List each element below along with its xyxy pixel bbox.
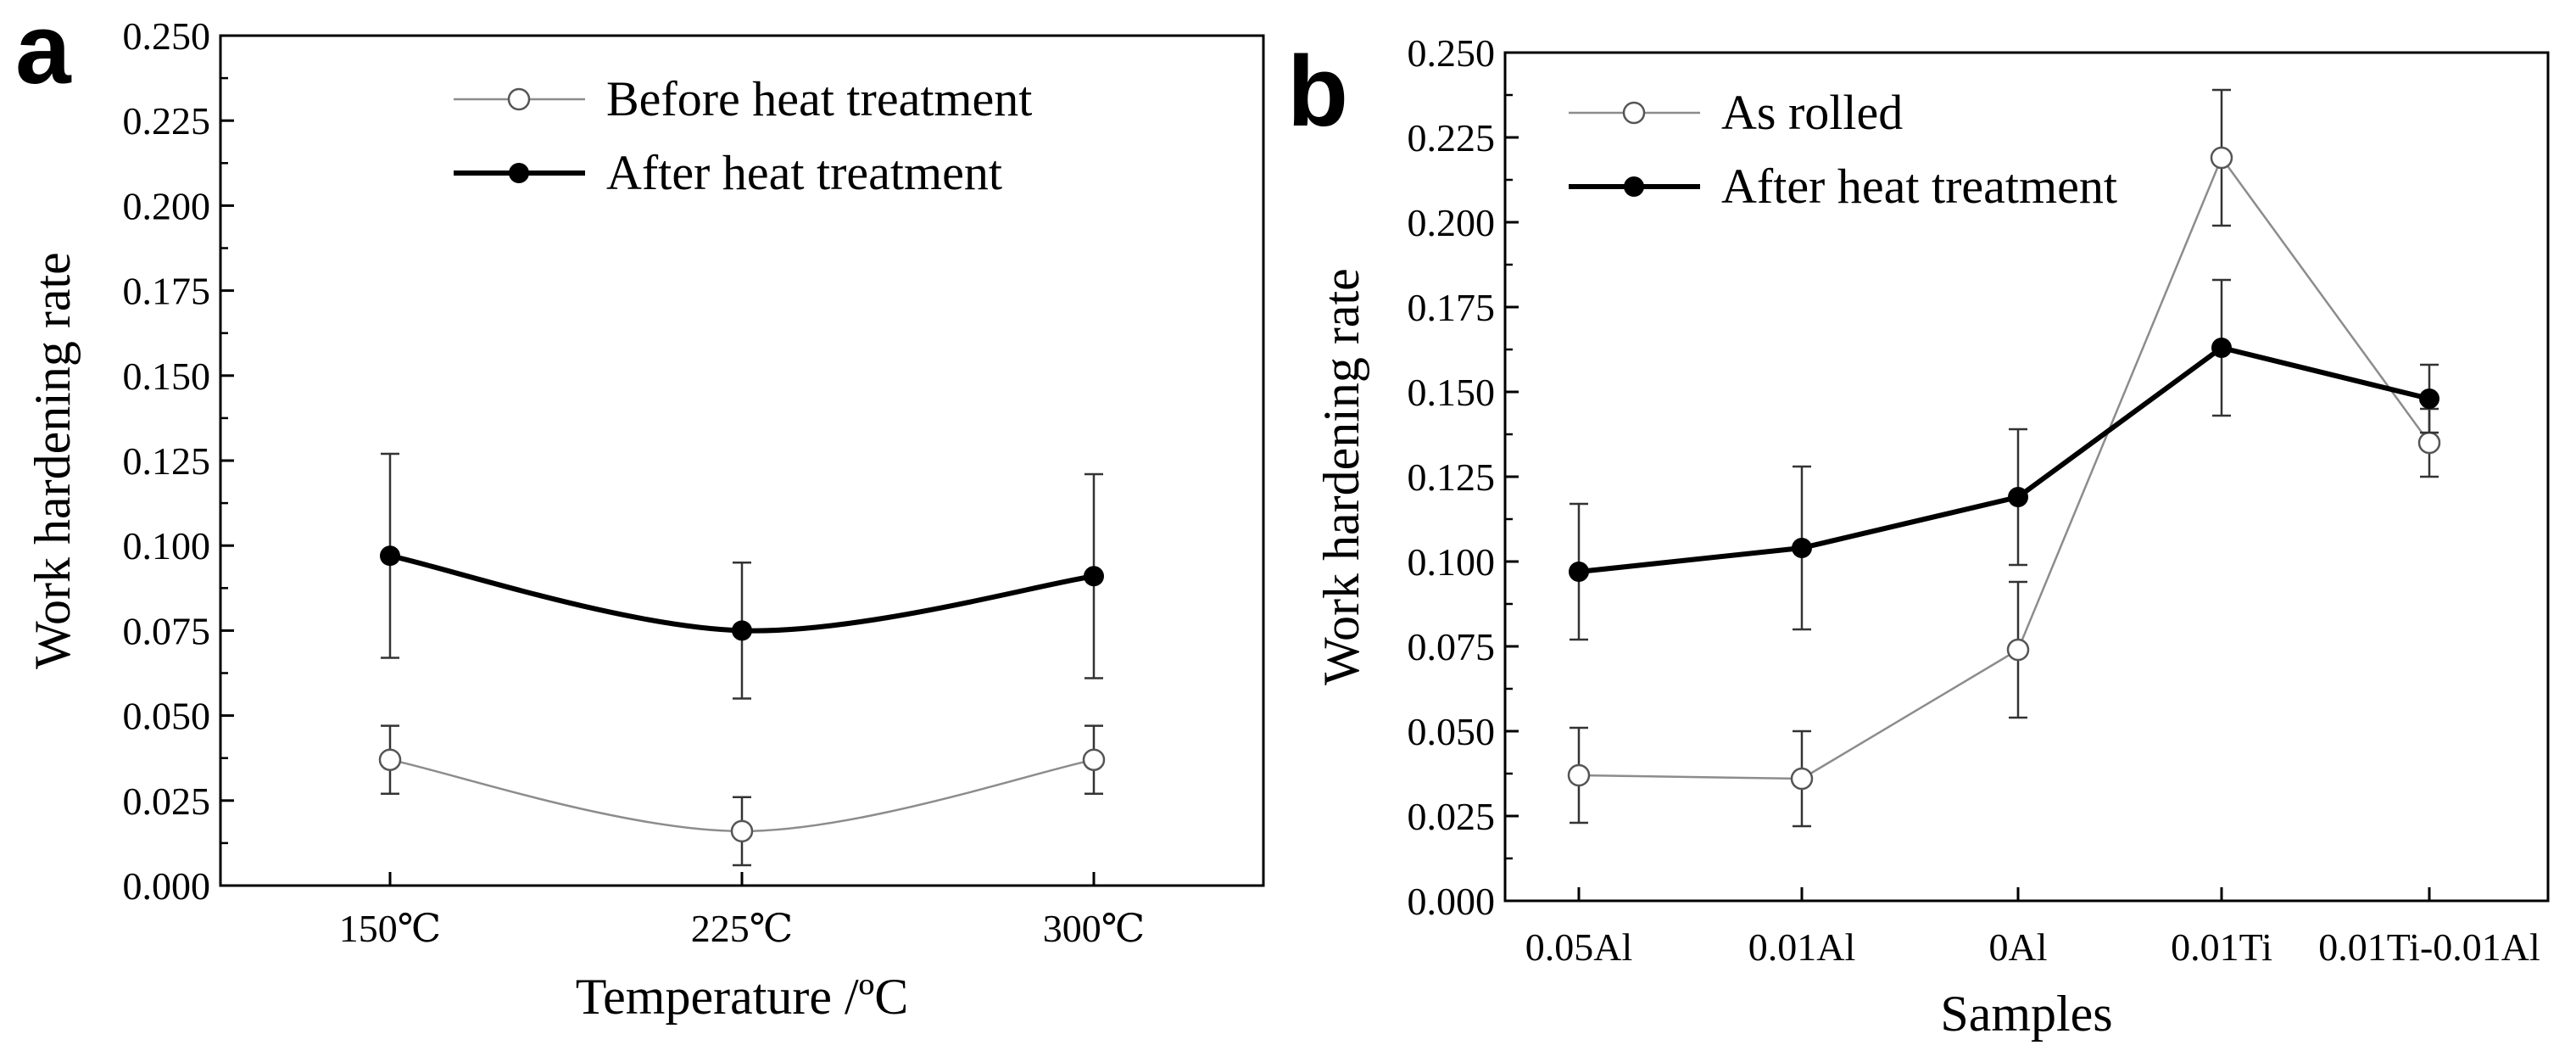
data-point-filled xyxy=(732,620,752,641)
y-tick-label: 0.250 xyxy=(123,14,211,58)
y-tick-label: 0.175 xyxy=(123,270,211,313)
legend-swatch-open-circle xyxy=(507,87,531,111)
panel-b-y-axis-title: Work hardening rate xyxy=(1313,268,1369,685)
y-tick-label: 0.225 xyxy=(1408,116,1496,159)
data-point-filled xyxy=(2211,338,2232,358)
data-point-filled xyxy=(1084,566,1104,587)
legend-entry-as-rolled: As rolled xyxy=(1721,85,1903,140)
panel-a: a 0.000 0.025 0.050 0.075 0.100 0.125 0.150 0.1… xyxy=(15,0,1265,1025)
y-tick-label: 0.075 xyxy=(1408,625,1496,668)
data-point-filled xyxy=(1569,562,1589,582)
y-tick-label: 0.025 xyxy=(123,780,211,823)
data-point-open xyxy=(2210,146,2233,170)
x-tick-label: 150℃ xyxy=(339,907,441,950)
data-point-open xyxy=(1082,748,1106,771)
y-tick-label: 0.200 xyxy=(1408,201,1496,244)
panel-a-legend: Before heat treatment After heat treatme… xyxy=(454,71,1032,200)
y-tick-label: 0.125 xyxy=(123,439,211,483)
data-point-filled xyxy=(2419,388,2439,409)
y-tick-label: 0.200 xyxy=(123,184,211,227)
series-line xyxy=(1578,345,2430,574)
y-tick-label: 0.100 xyxy=(1408,540,1496,584)
data-point-filled xyxy=(1792,538,1812,558)
y-tick-label: 0.150 xyxy=(123,355,211,398)
panel-b-label: b xyxy=(1287,36,1348,148)
y-tick-label: 0.050 xyxy=(123,695,211,738)
y-tick-label: 0.150 xyxy=(1408,371,1496,414)
y-tick-label: 0.175 xyxy=(1408,286,1496,329)
panel-b-y-axis: 0.000 0.025 0.050 0.075 0.100 0.125 0.150 0.175… xyxy=(1408,31,1519,923)
legend-swatch-open-circle xyxy=(1622,101,1646,125)
y-tick-label: 0.125 xyxy=(1408,456,1496,499)
legend-swatch-filled-circle xyxy=(1624,176,1644,197)
y-tick-label: 0.000 xyxy=(123,864,211,908)
y-tick-label: 0.225 xyxy=(123,99,211,143)
x-tick-label: 0.01Ti-0.01Al xyxy=(2318,925,2540,969)
legend-swatch-filled-circle xyxy=(509,163,529,183)
data-point-open xyxy=(2417,431,2441,455)
legend-entry-before-heat-treatment: Before heat treatment xyxy=(606,71,1032,126)
data-point-open xyxy=(378,748,402,771)
legend-entry-after-heat-treatment: After heat treatment xyxy=(1721,159,2117,214)
panel-b-x-axis: 0.05Al 0.01Al 0Al 0.01Ti 0.01Ti-0.01Al xyxy=(1525,887,2540,969)
panel-a-label: a xyxy=(15,0,72,105)
panel-a-series-before xyxy=(378,724,1106,867)
series-line xyxy=(1578,156,2431,780)
x-tick-label: 300℃ xyxy=(1043,907,1145,950)
panel-a-x-axis-title: Temperature /ºC xyxy=(576,969,909,1025)
panel-a-y-axis: 0.000 0.025 0.050 0.075 0.100 0.125 0.150 0.175… xyxy=(123,14,234,908)
y-tick-label: 0.025 xyxy=(1408,795,1496,838)
x-tick-label: 0.01Ti xyxy=(2171,925,2272,969)
panel-b-series-as-rolled xyxy=(1567,88,2441,828)
data-point-open xyxy=(2006,638,2030,662)
y-tick-label: 0.250 xyxy=(1408,31,1496,75)
panel-b-series-after xyxy=(1569,278,2439,641)
data-point-filled xyxy=(2008,487,2028,507)
panel-a-y-axis-title: Work hardening rate xyxy=(25,252,81,669)
y-tick-label: 0.075 xyxy=(123,609,211,652)
panel-b-legend: As rolled After heat treatment xyxy=(1569,85,2117,214)
data-point-filled xyxy=(380,545,400,567)
data-point-open xyxy=(1567,763,1591,787)
y-tick-label: 0.050 xyxy=(1408,710,1496,753)
data-point-open xyxy=(1790,767,1814,791)
y-tick-label: 0.100 xyxy=(123,524,211,567)
data-point-open xyxy=(730,819,754,843)
y-tick-label: 0.000 xyxy=(1408,880,1496,923)
legend-entry-after-heat-treatment: After heat treatment xyxy=(606,145,1002,200)
x-tick-label: 0.05Al xyxy=(1525,925,1633,969)
x-tick-label: 0Al xyxy=(1989,925,2048,969)
panel-a-x-axis: 150℃ 225℃ 300℃ xyxy=(339,872,1145,950)
panel-b: b 0.000 0.025 0.050 0.075 0.100 0.125 0.150 0.1… xyxy=(1287,31,2550,1042)
x-tick-label: 0.01Al xyxy=(1748,925,1856,969)
panel-a-series-after xyxy=(380,452,1104,700)
panel-b-x-axis-title: Samples xyxy=(1940,986,2112,1042)
x-tick-label: 225℃ xyxy=(691,907,793,950)
